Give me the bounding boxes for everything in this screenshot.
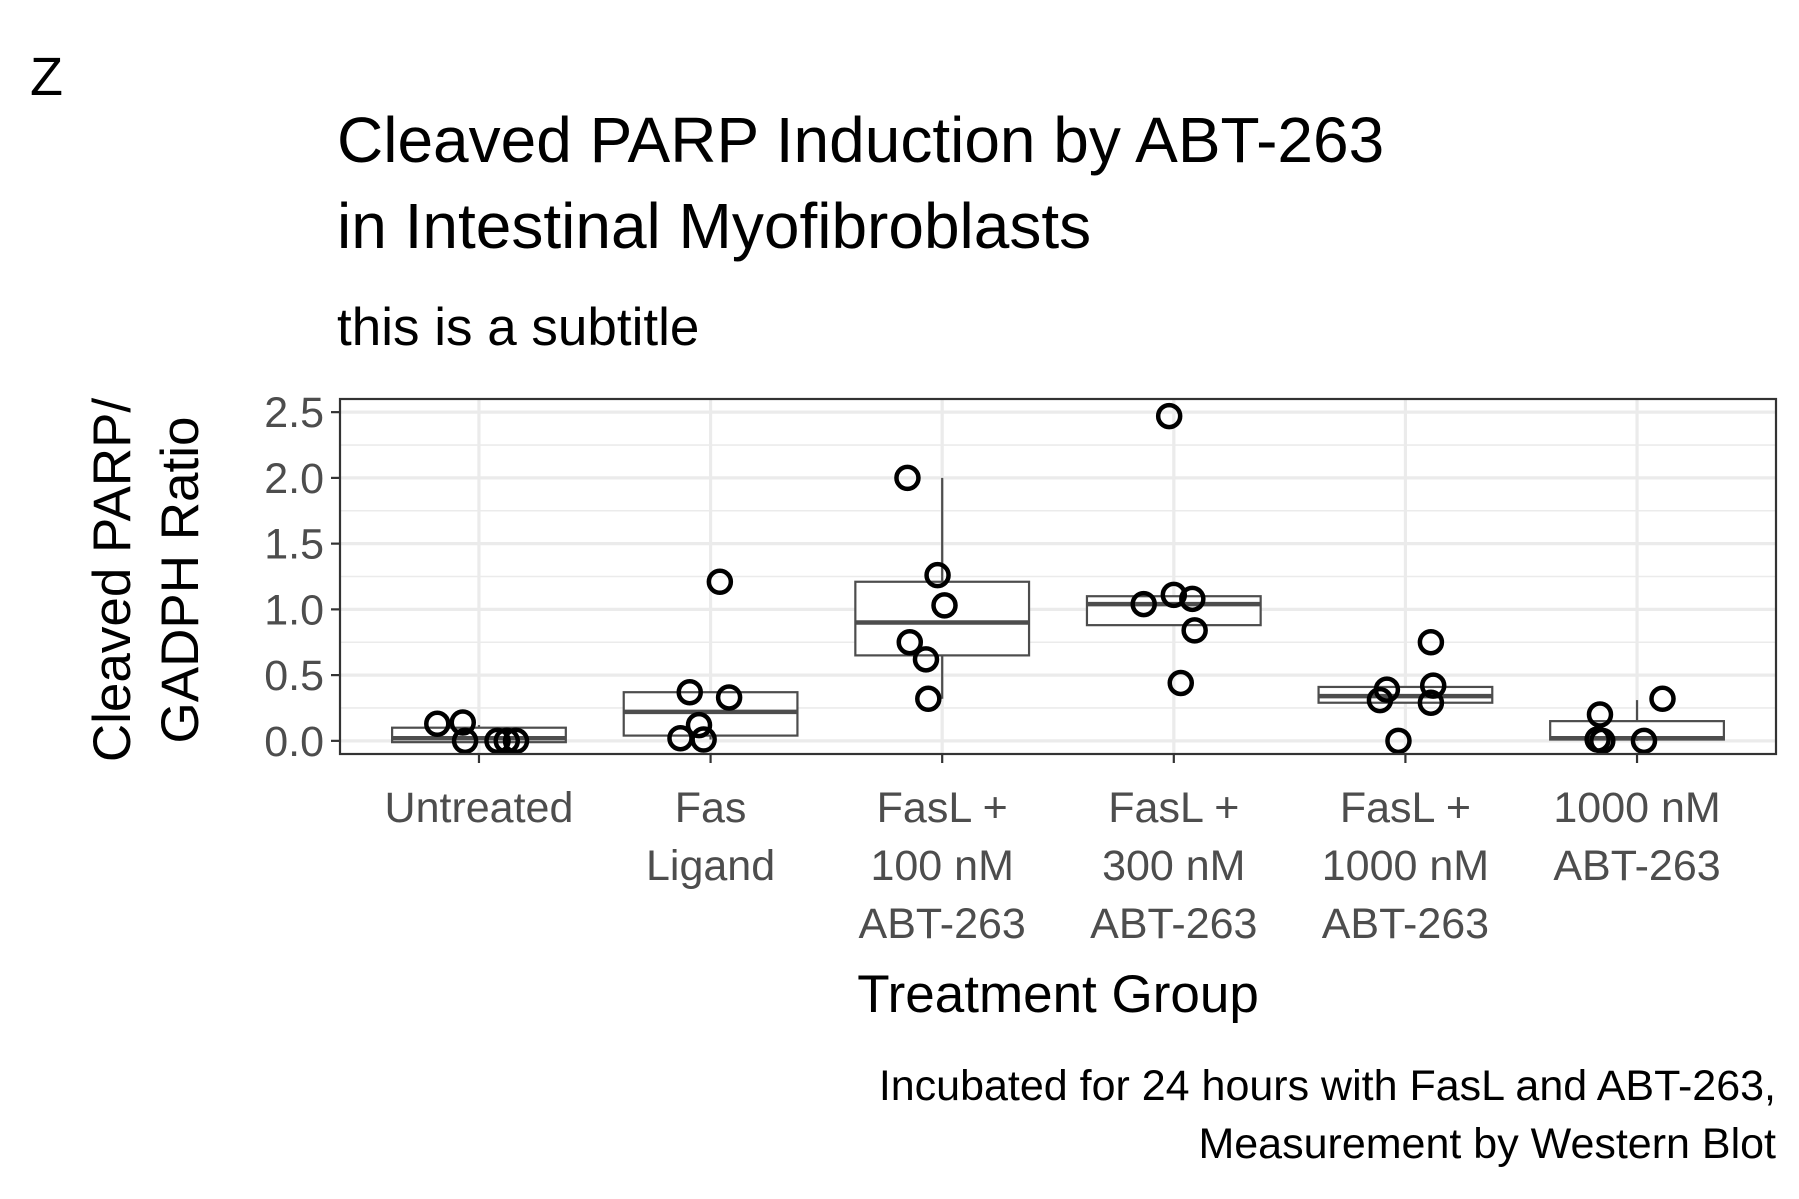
data-point [1160,581,1188,609]
data-point [1417,628,1445,656]
data-point [1155,402,1183,430]
x-tick-label: FasL + [1108,784,1239,832]
data-point [706,568,734,596]
y-tick-label: 0.0 [264,718,324,766]
boxes [391,477,1725,744]
data-point [931,592,958,619]
x-tick-label: ABT-263 [1553,842,1720,890]
y-axis-title-line-2: GADPH Ratio [151,417,210,744]
x-tick-label: Fas [675,784,747,832]
grid-lines [340,399,1776,754]
data-point [924,561,951,589]
data-point [1181,617,1208,644]
data-point [685,711,713,739]
y-tick-label: 1.0 [264,586,324,634]
data-point [1419,672,1447,699]
x-axis-title: Treatment Group [857,965,1259,1024]
y-tick-label: 2.0 [264,455,324,503]
x-tick-label: 1000 nM [1322,842,1489,890]
y-tick-label: 1.5 [264,521,324,569]
y-axis-title-line-1: Cleaved PARP/ [83,398,142,763]
data-point [1649,685,1676,713]
y-tick-label: 2.5 [264,389,324,437]
chart-subtitle: this is a subtitle [337,298,699,357]
data-point [912,646,940,673]
x-tick-label: 300 nM [1102,842,1245,890]
x-tick-label: Untreated [385,784,574,832]
x-tick-label: 100 nM [870,842,1013,890]
x-tick-label: Ligand [646,842,775,890]
x-tick-label: FasL + [877,784,1008,832]
data-point [1366,686,1394,714]
y-axis: 0.0 0.5 1.0 1.5 2.0 2.5 [264,389,340,766]
data-point [424,710,451,738]
x-tick-label: ABT-263 [859,900,1026,948]
panel-border [338,397,1778,756]
caption-line-1: Incubated for 24 hours with FasL and ABT… [879,1062,1776,1110]
x-tick-label: 1000 nM [1553,784,1720,832]
box-iqr [1085,595,1262,627]
x-tick-label: ABT-263 [1322,900,1489,948]
data-point [502,727,530,755]
data-point [1417,689,1445,716]
data-point [451,727,479,755]
data-point [1179,585,1206,613]
x-tick-label: ABT-263 [1090,900,1257,948]
x-tick-label: FasL + [1340,784,1471,832]
x-axis: Untreated Fas Ligand FasL + 100 nM ABT-263 Fas… [385,754,1721,948]
data-point [676,678,703,706]
data-point [1630,727,1658,755]
data-point [896,628,924,656]
chart-title-line-1: Cleaved PARP Induction by ABT-263 [337,104,1384,176]
data-points [424,402,1676,755]
chart-title-line-2: in Intestinal Myofibroblasts [337,190,1091,262]
data-point [449,709,477,736]
caption-line-2: Measurement by Western Blot [1198,1120,1776,1168]
data-point [1586,701,1614,728]
data-point [493,727,521,755]
y-tick-label: 0.5 [264,652,324,700]
data-point [715,684,743,711]
data-point [484,727,511,755]
data-point [1130,590,1157,618]
data-point [1589,727,1616,755]
data-point [690,726,717,753]
data-point [1167,669,1195,697]
data-point [915,685,942,713]
data-point [894,464,921,492]
data-point [1385,727,1412,755]
panel-tag: Z [30,47,63,107]
